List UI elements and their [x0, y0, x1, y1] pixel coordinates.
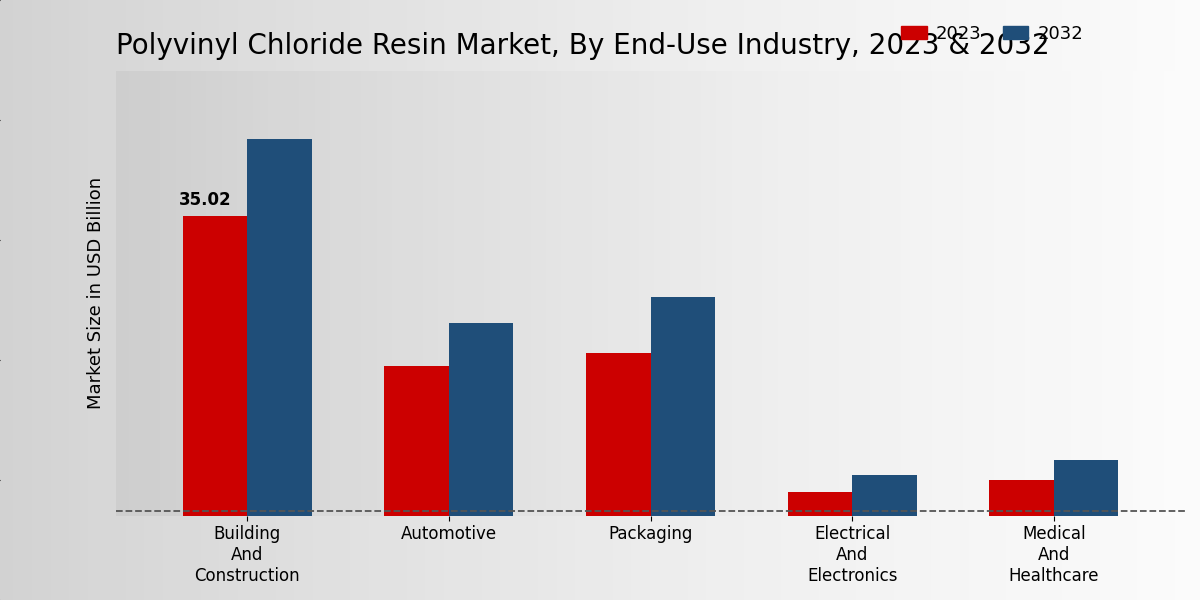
Text: Polyvinyl Chloride Resin Market, By End-Use Industry, 2023 & 2032: Polyvinyl Chloride Resin Market, By End-…	[116, 32, 1050, 60]
Bar	[989, 480, 1054, 515]
Bar	[384, 366, 449, 515]
Legend: 2023, 2032: 2023, 2032	[894, 17, 1091, 50]
Bar	[852, 475, 917, 515]
Bar	[182, 216, 247, 515]
Text: 35.02: 35.02	[179, 191, 232, 209]
Y-axis label: Market Size in USD Billion: Market Size in USD Billion	[88, 177, 106, 409]
Bar	[586, 353, 650, 515]
Bar	[650, 298, 715, 515]
Bar	[787, 492, 852, 515]
Bar	[1054, 460, 1118, 515]
Bar	[449, 323, 514, 515]
Bar	[247, 139, 312, 515]
